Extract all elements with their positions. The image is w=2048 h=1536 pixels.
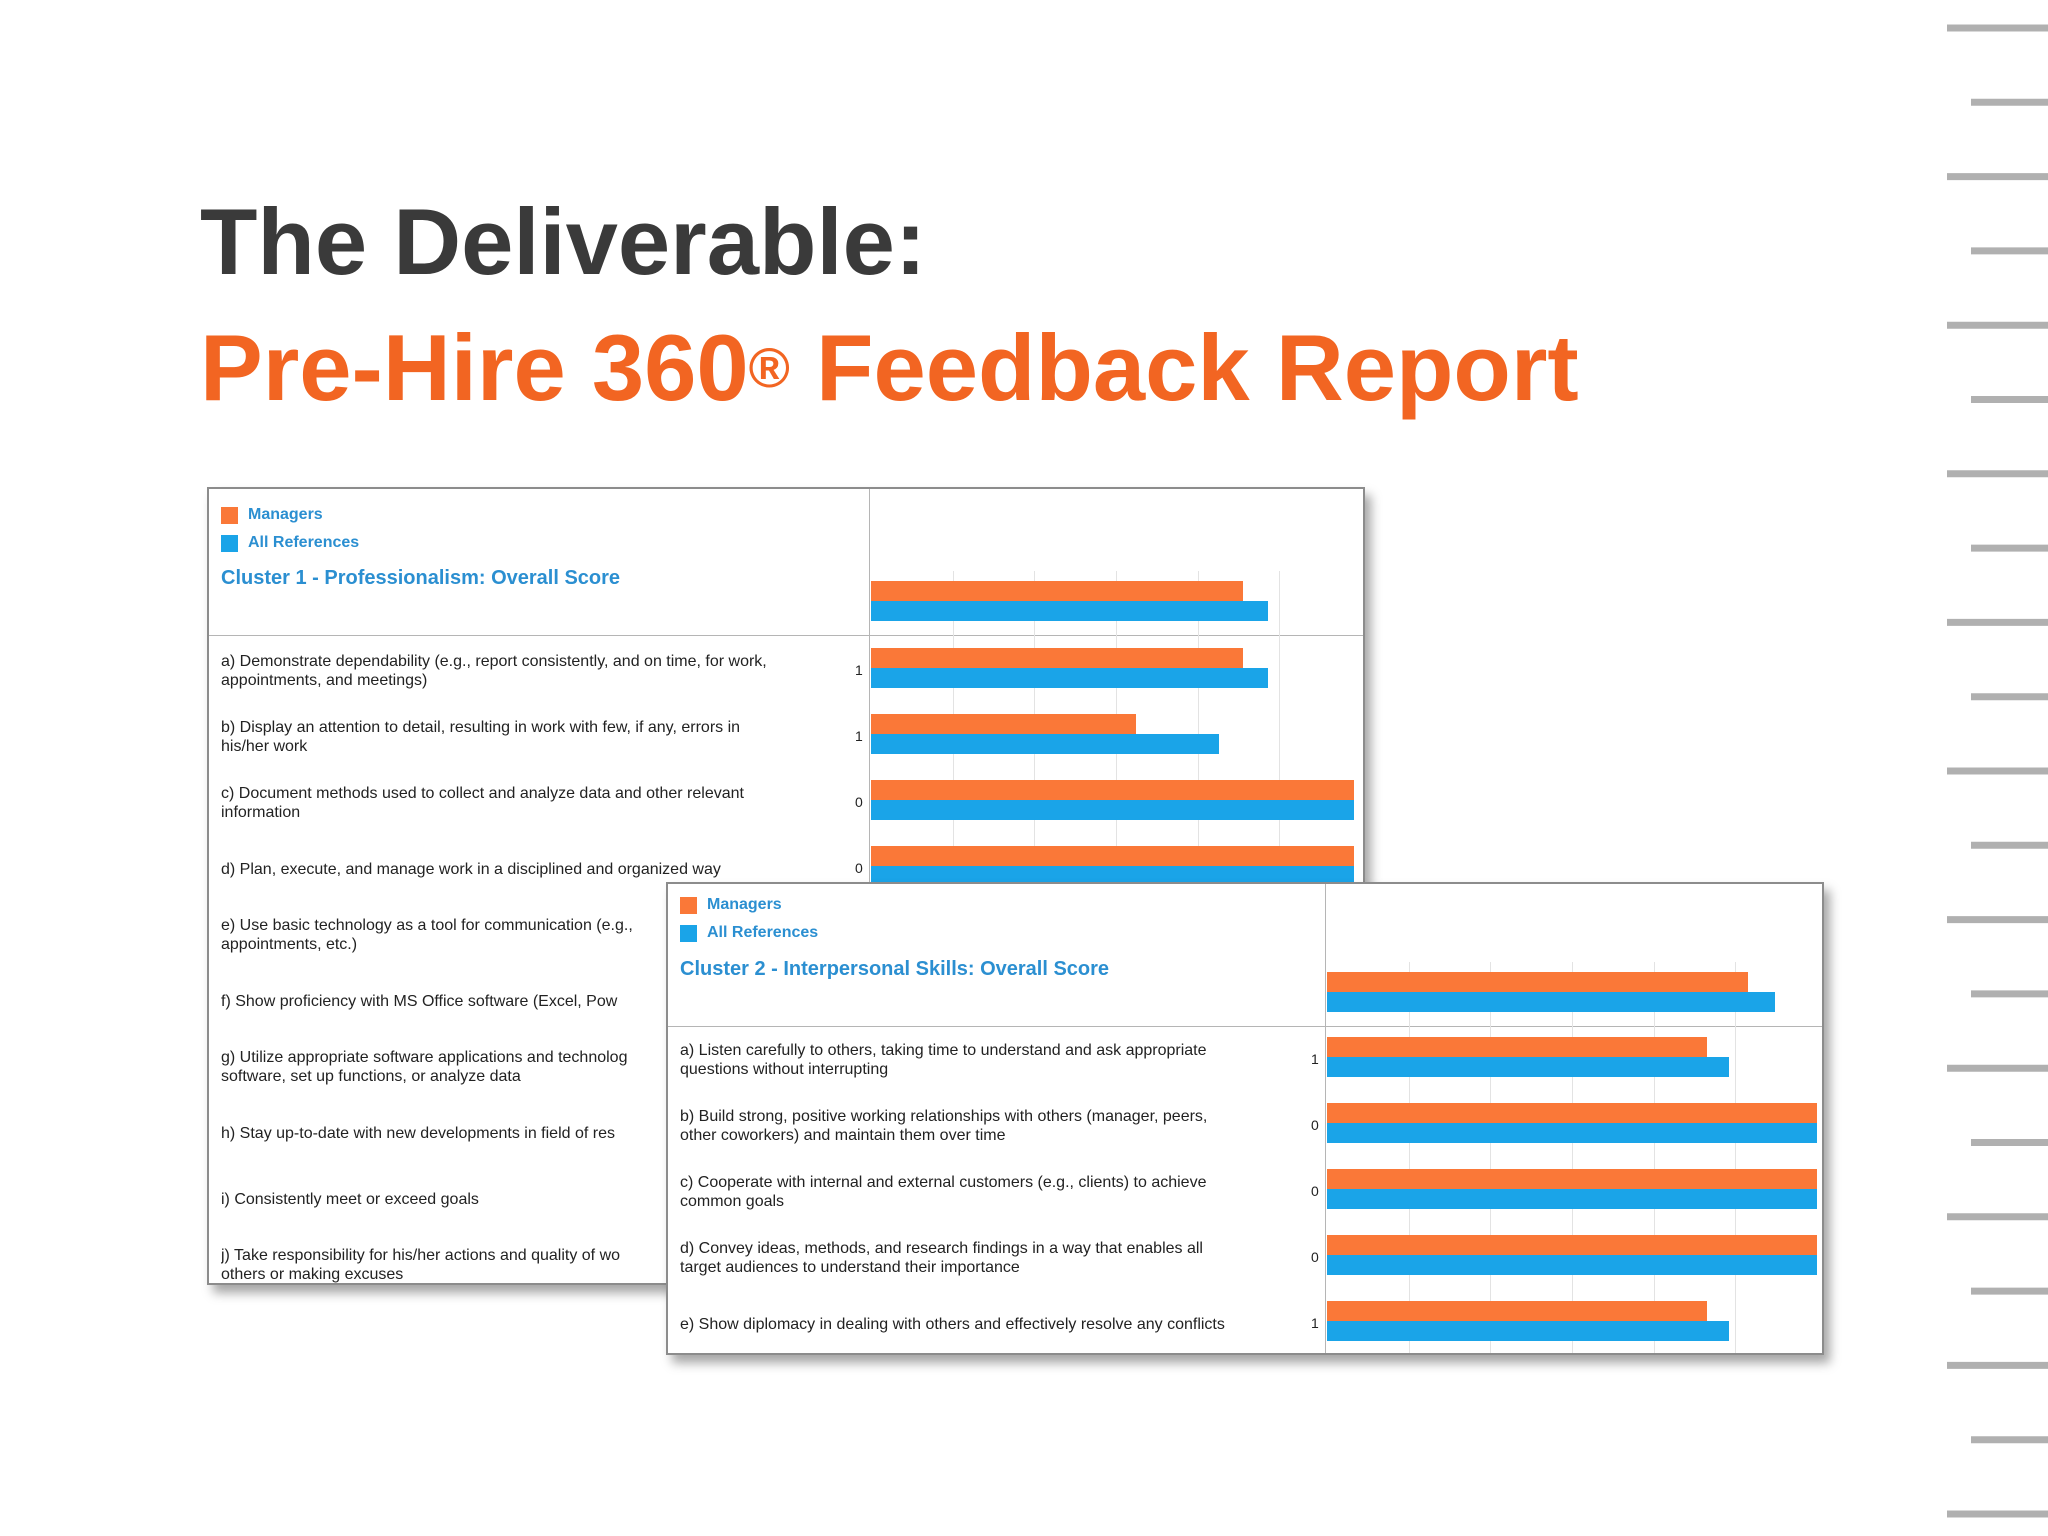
criterion-text: a) Demonstrate dependability (e.g., repo… <box>221 652 851 690</box>
respondent-count: 1 <box>1311 1051 1319 1067</box>
respondent-count: 0 <box>1311 1249 1319 1265</box>
criterion-text: e) Show diplomacy in dealing with others… <box>680 1315 1310 1334</box>
chart-gridline <box>1653 962 1655 1353</box>
slide-title-line-2: Pre-Hire 360® Feedback Report <box>200 313 1579 423</box>
criterion-line-1: j) Take responsibility for his/her actio… <box>221 1247 621 1264</box>
all-references-swatch-icon <box>221 534 238 552</box>
criterion-line-1: h) Stay up-to-date with new developments… <box>221 1125 615 1142</box>
criterion-line-1: e) Use basic technology as a tool for co… <box>221 917 633 934</box>
overall-bar-managers <box>871 581 1244 601</box>
respondent-count: 1 <box>855 728 863 744</box>
legend-all-references-label: All References <box>248 534 360 551</box>
criterion-line-1: a) Listen carefully to others, taking ti… <box>680 1042 1207 1059</box>
item-bar-all-references <box>871 866 1354 886</box>
criterion-line-2: information <box>221 804 301 821</box>
overall-bar-all-references <box>871 601 1268 621</box>
legend-managers-label: Managers <box>248 506 323 523</box>
item-bar-managers <box>871 714 1136 734</box>
criterion-line-2: his/her work <box>221 738 308 755</box>
criterion-text: d) Convey ideas, methods, and research f… <box>680 1239 1310 1277</box>
item-bar-managers <box>1327 1301 1707 1321</box>
criterion-text: h) Stay up-to-date with new developments… <box>221 1124 851 1143</box>
item-bar-all-references <box>1327 1123 1817 1143</box>
item-bar-all-references <box>871 668 1268 688</box>
criterion-text: j) Take responsibility for his/her actio… <box>221 1246 851 1283</box>
criterion-text: i) Consistently meet or exceed goals <box>221 1190 851 1209</box>
criterion-line-1: d) Convey ideas, methods, and research f… <box>680 1240 1203 1257</box>
criterion-text: e) Use basic technology as a tool for co… <box>221 916 851 954</box>
criterion-text: d) Plan, execute, and manage work in a d… <box>221 860 851 879</box>
item-bar-all-references <box>1327 1057 1729 1077</box>
item-bar-all-references <box>1327 1321 1729 1341</box>
criterion-line-1: b) Build strong, positive working relati… <box>680 1108 1208 1125</box>
legend-managers: Managers <box>221 506 323 524</box>
header-divider <box>209 635 1363 636</box>
respondent-count: 0 <box>855 860 863 876</box>
all-references-swatch-icon <box>680 924 697 942</box>
slide-title-line-1: The Deliverable: <box>200 189 927 294</box>
item-bar-managers <box>871 780 1354 800</box>
criterion-line-2: appointments, etc.) <box>221 936 358 953</box>
chart-gridline <box>1735 962 1737 1353</box>
overall-bar-managers <box>1327 972 1749 992</box>
legend-all-references: All References <box>680 924 818 942</box>
criterion-line-1: g) Utilize appropriate software applicat… <box>221 1049 628 1066</box>
item-bar-all-references <box>871 800 1354 820</box>
respondent-count: 0 <box>1311 1183 1319 1199</box>
criterion-line-1: b) Display an attention to detail, resul… <box>221 719 741 736</box>
criterion-line-1: f) Show proficiency with MS Office softw… <box>221 993 618 1010</box>
criterion-text: c) Document methods used to collect and … <box>221 784 851 822</box>
chart-gridline <box>1408 962 1410 1353</box>
registered-mark: ® <box>748 336 790 399</box>
criterion-text: a) Listen carefully to others, taking ti… <box>680 1041 1310 1079</box>
respondent-count: 1 <box>855 662 863 678</box>
chart-gridline <box>1490 962 1492 1353</box>
criterion-line-2: target audiences to understand their imp… <box>680 1259 1020 1276</box>
criterion-line-2: software, set up functions, or analyze d… <box>221 1068 521 1085</box>
criterion-line-1: e) Show diplomacy in dealing with others… <box>680 1316 1225 1333</box>
title-product-name: Pre-Hire 360 <box>200 315 749 420</box>
cluster-2-title: Cluster 2 - Interpersonal Skills: Overal… <box>680 958 1110 980</box>
legend-managers: Managers <box>680 896 782 914</box>
legend-managers-label: Managers <box>707 896 782 913</box>
respondent-count: 0 <box>855 794 863 810</box>
item-bar-managers <box>871 648 1244 668</box>
managers-swatch-icon <box>680 896 697 914</box>
criterion-line-2: others or making excuses <box>221 1266 404 1283</box>
respondent-count: 0 <box>1311 1117 1319 1133</box>
criterion-text: b) Build strong, positive working relati… <box>680 1107 1310 1145</box>
item-bar-managers <box>1327 1235 1817 1255</box>
report-panel-cluster-2: Managers All References Cluster 2 - Inte… <box>666 882 1824 1355</box>
item-bar-managers <box>1327 1169 1817 1189</box>
legend-all-references-label: All References <box>707 924 819 941</box>
criterion-text: c) Cooperate with internal and external … <box>680 1173 1310 1211</box>
item-bar-managers <box>871 846 1354 866</box>
criterion-line-1: c) Cooperate with internal and external … <box>680 1174 1207 1191</box>
item-bar-managers <box>1327 1103 1817 1123</box>
title-tail: Feedback Report <box>789 315 1579 420</box>
item-bar-all-references <box>1327 1189 1817 1209</box>
criterion-line-1: a) Demonstrate dependability (e.g., repo… <box>221 653 767 670</box>
criterion-text: g) Utilize appropriate software applicat… <box>221 1048 851 1086</box>
criterion-text: b) Display an attention to detail, resul… <box>221 718 851 756</box>
criterion-line-1: i) Consistently meet or exceed goals <box>221 1191 479 1208</box>
cluster-1-title: Cluster 1 - Professionalism: Overall Sco… <box>221 567 621 589</box>
criterion-line-2: appointments, and meetings) <box>221 672 428 689</box>
criterion-line-1: d) Plan, execute, and manage work in a d… <box>221 861 721 878</box>
item-bar-all-references <box>871 734 1219 754</box>
criterion-text: f) Show proficiency with MS Office softw… <box>221 992 851 1011</box>
chart-gridline <box>1572 962 1573 1353</box>
header-divider <box>668 1026 1822 1027</box>
item-bar-all-references <box>1327 1255 1817 1275</box>
criterion-line-1: c) Document methods used to collect and … <box>221 785 744 802</box>
criterion-line-2: common goals <box>680 1193 785 1210</box>
criterion-line-2: other coworkers) and maintain them over … <box>680 1127 1006 1144</box>
overall-bar-all-references <box>1327 992 1776 1012</box>
managers-swatch-icon <box>221 506 238 524</box>
item-bar-managers <box>1327 1037 1707 1057</box>
respondent-count: 1 <box>1311 1315 1319 1331</box>
column-divider <box>1325 884 1326 1353</box>
legend-all-references: All References <box>221 534 359 552</box>
criterion-line-2: questions without interrupting <box>680 1061 889 1078</box>
